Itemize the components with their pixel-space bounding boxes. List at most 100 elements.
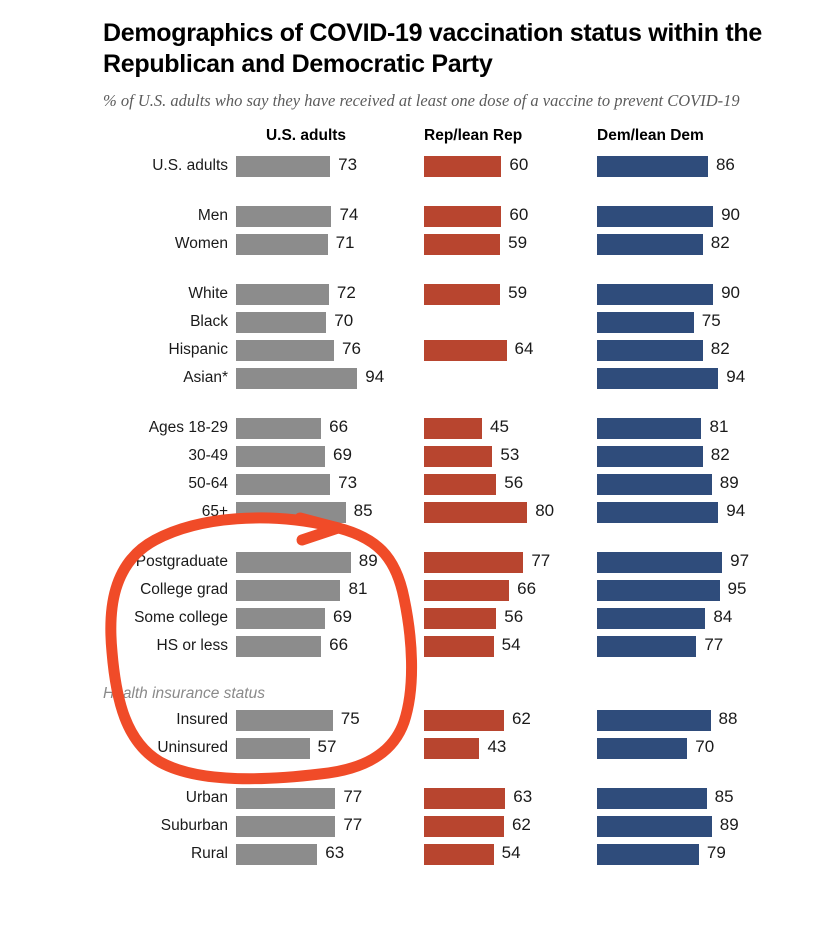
bar-value-label: 73 — [338, 154, 358, 174]
bar-value-label: 77 — [343, 814, 363, 834]
bar — [236, 367, 358, 389]
bar — [597, 709, 711, 731]
bar-value-label: 75 — [701, 310, 721, 330]
bar-value-label: 75 — [340, 708, 360, 728]
bar — [236, 787, 336, 809]
chart-subtitle: % of U.S. adults who say they have recei… — [103, 91, 740, 110]
bar-value-label: 62 — [511, 814, 531, 834]
bar — [597, 501, 719, 523]
chart-row: Postgraduate 89 77 97 — [0, 549, 828, 577]
bar — [424, 737, 480, 759]
bar — [236, 635, 322, 657]
chart-row: 65+ 85 80 94 — [0, 499, 828, 527]
bar-value-label: 80 — [535, 500, 555, 520]
bar — [597, 311, 694, 333]
bar — [424, 787, 506, 809]
bar — [236, 815, 336, 837]
bar — [597, 205, 714, 227]
bar — [597, 367, 719, 389]
chart-rows: U.S. adults 73 60 86 Men 74 60 90 Women 71 59 82 Whi… — [0, 153, 828, 869]
chart-row: Uninsured 57 43 70 — [0, 735, 828, 763]
bar — [236, 283, 329, 305]
row-label: Black — [190, 312, 228, 330]
group-spacer — [0, 661, 828, 683]
bar — [236, 607, 325, 629]
row-label: Rural — [190, 844, 228, 862]
bar — [236, 551, 351, 573]
bar-value-label: 70 — [695, 736, 715, 756]
bar-value-label: 89 — [358, 550, 378, 570]
bar — [597, 737, 688, 759]
bar-value-label: 86 — [715, 154, 735, 174]
bar — [597, 155, 708, 177]
bar — [597, 635, 697, 657]
bar-value-label: 59 — [508, 282, 528, 302]
bar-value-label: 95 — [727, 578, 747, 598]
bar-value-label: 94 — [726, 366, 746, 386]
bar-value-label: 79 — [706, 842, 726, 862]
bar-value-label: 57 — [317, 736, 337, 756]
bar — [424, 473, 497, 495]
bar — [236, 579, 341, 601]
row-label: 30-49 — [188, 446, 228, 464]
row-label: Urban — [185, 788, 228, 806]
row-label: Suburban — [160, 816, 228, 834]
chart-row: Suburban 77 62 89 — [0, 813, 828, 841]
group-heading: Health insurance status — [0, 683, 828, 707]
group-spacer — [0, 181, 828, 203]
chart-header: Demographics of COVID-19 vaccination sta… — [0, 0, 828, 113]
bar — [424, 551, 524, 573]
bar — [597, 551, 723, 573]
row-label: Hispanic — [168, 340, 228, 358]
bar — [236, 417, 322, 439]
bar — [424, 607, 497, 629]
chart-row: Women 71 59 82 — [0, 231, 828, 259]
bar-value-label: 72 — [336, 282, 356, 302]
bar — [597, 445, 703, 467]
bar — [236, 709, 333, 731]
group-spacer — [0, 763, 828, 785]
bar — [597, 339, 703, 361]
column-header-dem: Dem/lean Dem — [597, 126, 704, 144]
bar — [424, 843, 494, 865]
chart-row: Insured 75 62 88 — [0, 707, 828, 735]
bar — [597, 843, 699, 865]
bar — [597, 417, 702, 439]
bar-value-label: 43 — [487, 736, 507, 756]
row-label: Postgraduate — [135, 552, 228, 570]
bar-value-label: 82 — [710, 444, 730, 464]
bar-value-label: 56 — [504, 472, 524, 492]
bar — [424, 709, 504, 731]
bar-value-label: 77 — [704, 634, 724, 654]
bar-value-label: 82 — [710, 232, 730, 252]
bar-value-label: 66 — [517, 578, 537, 598]
bar-value-label: 73 — [338, 472, 358, 492]
chart-row: 50-64 73 56 89 — [0, 471, 828, 499]
bar-value-label: 66 — [329, 416, 349, 436]
bar-value-label: 81 — [348, 578, 368, 598]
row-label: HS or less — [156, 636, 229, 654]
chart-row: Men 74 60 90 — [0, 203, 828, 231]
row-label: Women — [174, 234, 228, 252]
bar-value-label: 77 — [343, 786, 363, 806]
row-label: College grad — [140, 580, 228, 598]
bar-value-label: 45 — [490, 416, 509, 436]
chart-row: White 72 59 90 — [0, 281, 828, 309]
bar-value-label: 63 — [325, 842, 345, 862]
column-header-rep: Rep/lean Rep — [424, 126, 523, 144]
chart-row: U.S. adults 73 60 86 — [0, 153, 828, 181]
bar-value-label: 54 — [501, 634, 521, 654]
bar-value-label: 54 — [501, 842, 521, 862]
bar — [597, 787, 707, 809]
bar — [424, 417, 483, 439]
bar — [236, 473, 331, 495]
bar-value-label: 60 — [509, 154, 529, 174]
bar — [597, 283, 714, 305]
bar-value-label: 89 — [719, 814, 739, 834]
row-label: Uninsured — [157, 738, 228, 756]
bar — [424, 635, 494, 657]
bar — [424, 283, 501, 305]
chart-row: Ages 18-29 66 45 81 — [0, 415, 828, 443]
row-label: U.S. adults — [152, 156, 228, 174]
column-headers: U.S. adults Rep/lean Rep Dem/lean Dem — [0, 127, 828, 153]
